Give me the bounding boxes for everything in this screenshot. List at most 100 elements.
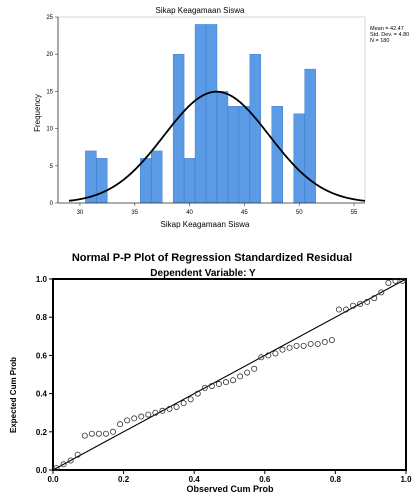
pp-point [258,354,265,361]
pp-plot-chart: Normal P-P Plot of Regression Standardiz… [9,252,412,494]
pp-point [110,428,117,435]
x-tick-label: 35 [131,210,138,216]
histogram-bar [271,106,283,204]
y-tick-label: 0.0 [36,466,48,475]
pp-point [159,407,166,414]
pp-point [215,381,222,388]
x-tick-label: 45 [241,210,248,216]
pp-point [350,302,357,309]
histogram-bar [293,113,305,204]
y-tick-label: 0.2 [36,428,48,437]
pp-point [237,373,244,380]
histogram-bar [150,150,163,204]
histogram-bar [140,158,152,204]
pp-point [173,403,180,410]
histogram-chart: Sikap Keagamaan Siswa Frequency Sikap Ke… [33,6,409,229]
pp-point [180,400,187,407]
y-tick-label: 0 [50,201,54,207]
pp-point [371,295,378,302]
y-tick-label: 10 [46,127,53,133]
pp-point [208,382,215,389]
pp-point [222,379,229,386]
histogram-bar [183,158,196,204]
x-tick-label: 1.0 [400,475,412,484]
y-tick-label: 0.8 [36,313,48,322]
histogram-bar [194,24,207,204]
x-tick-label: 0.8 [330,475,342,484]
pp-y-axis-label: Expected Cum Prob [9,357,18,433]
pp-point [187,396,194,403]
x-tick-label: 0.0 [47,475,59,484]
pp-point [399,277,406,284]
histogram-bar [227,106,240,204]
histogram-bar [216,91,229,204]
x-tick-label: 55 [351,210,358,216]
histogram-bar [205,24,218,204]
reference-line [52,278,407,471]
pp-x-axis-label: Observed Cum Prob [186,484,274,494]
pp-point [117,421,124,428]
pp-point [60,461,67,468]
pp-point [392,277,399,284]
x-tick-label: 50 [296,210,303,216]
x-tick-label: 0.6 [259,475,271,484]
y-axis-label: Frequency [33,94,42,132]
stats-mean: Mean = 42.47 [370,26,404,32]
pp-point [328,337,335,344]
y-tick-label: 0.4 [36,390,48,399]
pp-point [357,300,364,307]
pp-point [279,346,286,353]
pp-point [293,342,300,349]
pp-point [251,365,258,372]
y-tick-label: 5 [50,164,54,170]
pp-point [145,411,152,418]
pp-point [385,279,392,286]
x-tick-label: 30 [77,210,84,216]
x-tick-label: 0.2 [118,475,130,484]
pp-point [286,344,293,351]
y-axis-label-text: Frequency [33,94,42,132]
pp-point [335,306,342,313]
plot-frame [52,278,407,471]
pp-plot-subtitle: Dependent Variable: Y [150,268,256,279]
normal-curve [68,90,366,202]
histogram-title: Sikap Keagamaan Siswa [156,6,245,15]
x-tick-label: 0.4 [189,475,201,484]
pp-point [194,390,201,397]
pp-point [321,339,328,346]
pp-point [131,415,138,422]
histogram-bar [96,158,108,204]
y-tick-label: 25 [46,15,53,21]
histogram-bar [172,54,185,204]
stats-box: Mean = 42.47 Std. Dev. = 4.80 N = 180 [370,26,409,44]
pp-point [81,432,88,439]
stats-n: N = 180 [370,38,389,44]
pp-point [314,340,321,347]
pp-point [67,457,74,464]
pp-point [138,413,145,420]
pp-point [378,289,385,296]
pp-point [307,340,314,347]
pp-point [272,350,279,357]
stats-std-dev: Std. Dev. = 4.80 [370,32,409,38]
pp-point [102,430,109,437]
pp-point [152,409,159,416]
pp-plot-title: Normal P-P Plot of Regression Standardiz… [72,252,352,264]
pp-point [95,430,102,437]
pp-point [53,465,60,472]
pp-point [74,451,81,458]
pp-point [244,369,251,376]
pp-point [88,430,95,437]
pp-point [201,384,208,391]
pp-point [230,377,237,384]
x-tick-label: 40 [186,210,193,216]
pp-point [342,306,349,313]
y-tick-label: 20 [46,52,53,58]
pp-plot-area: 0.0 0.2 0.4 0.6 0.8 1.0 0.0 0.2 0.4 0.6 0.8 1.0 [36,275,412,484]
pp-point [364,298,371,305]
pp-point [265,352,272,359]
pp-point [124,417,131,424]
y-tick-label: 0.6 [36,351,48,360]
y-tick-label: 15 [46,89,53,95]
x-axis-label: Sikap Keagamaan Siswa [161,220,250,229]
